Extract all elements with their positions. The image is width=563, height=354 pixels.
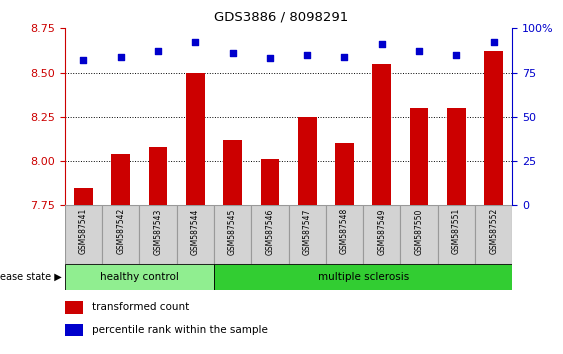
Bar <box>102 205 139 264</box>
Point <box>116 54 125 59</box>
Bar <box>177 205 214 264</box>
Text: healthy control: healthy control <box>100 272 179 282</box>
Text: GSM587542: GSM587542 <box>116 208 125 255</box>
Point <box>340 54 349 59</box>
Bar <box>214 264 512 290</box>
Bar <box>251 205 288 264</box>
Text: GSM587547: GSM587547 <box>303 208 312 255</box>
Text: GSM587550: GSM587550 <box>414 208 423 255</box>
Point <box>414 48 423 54</box>
Point <box>79 57 88 63</box>
Bar <box>298 117 316 205</box>
Bar <box>140 205 177 264</box>
Text: GSM587552: GSM587552 <box>489 208 498 255</box>
Text: GSM587541: GSM587541 <box>79 208 88 255</box>
Point <box>489 40 498 45</box>
Text: disease state ▶: disease state ▶ <box>0 272 62 282</box>
Bar <box>326 205 363 264</box>
Bar <box>438 205 475 264</box>
Bar <box>65 301 83 314</box>
Bar <box>111 154 130 205</box>
Bar <box>224 140 242 205</box>
Point <box>228 50 237 56</box>
Bar <box>373 64 391 205</box>
Bar <box>261 159 279 205</box>
Bar <box>475 205 512 264</box>
Bar <box>363 205 400 264</box>
Bar <box>214 205 251 264</box>
Text: transformed count: transformed count <box>92 302 189 313</box>
Bar <box>65 324 83 336</box>
Text: GSM587549: GSM587549 <box>377 208 386 255</box>
Point <box>265 56 274 61</box>
Text: GSM587546: GSM587546 <box>265 208 274 255</box>
Text: GDS3886 / 8098291: GDS3886 / 8098291 <box>215 11 348 24</box>
Text: GSM587551: GSM587551 <box>452 208 461 255</box>
Bar <box>335 143 354 205</box>
Text: GSM587548: GSM587548 <box>340 208 349 255</box>
Bar <box>65 205 102 264</box>
Bar <box>289 205 326 264</box>
Text: GSM587543: GSM587543 <box>154 208 163 255</box>
Bar <box>186 73 204 205</box>
Point <box>303 52 312 58</box>
Bar <box>74 188 93 205</box>
Bar <box>149 147 167 205</box>
Point <box>377 41 386 47</box>
Text: GSM587544: GSM587544 <box>191 208 200 255</box>
Bar <box>400 205 438 264</box>
Bar <box>484 51 503 205</box>
Point <box>452 52 461 58</box>
Point <box>154 48 163 54</box>
Text: GSM587545: GSM587545 <box>228 208 237 255</box>
Text: percentile rank within the sample: percentile rank within the sample <box>92 325 267 335</box>
Text: multiple sclerosis: multiple sclerosis <box>318 272 409 282</box>
Bar <box>447 108 466 205</box>
Bar <box>410 108 428 205</box>
Bar <box>65 264 214 290</box>
Point <box>191 40 200 45</box>
